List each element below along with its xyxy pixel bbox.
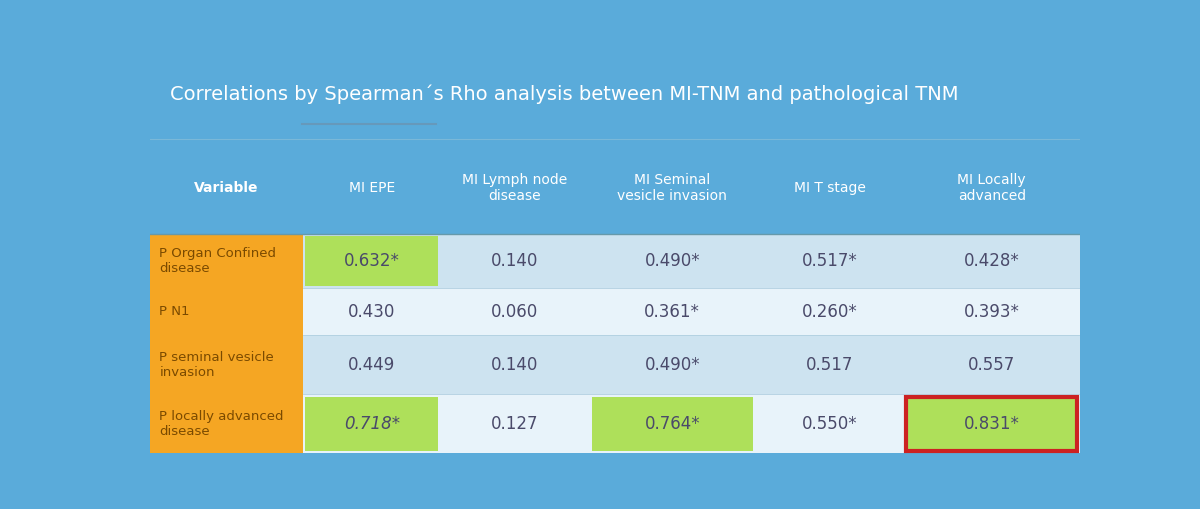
Text: 0.140: 0.140 xyxy=(491,252,539,270)
Text: 0.550*: 0.550* xyxy=(802,415,858,433)
Text: 0.449: 0.449 xyxy=(348,356,395,374)
Text: 0.764*: 0.764* xyxy=(644,415,700,433)
Text: 0.831*: 0.831* xyxy=(964,415,1020,433)
Bar xyxy=(302,335,1080,394)
Text: 0.428*: 0.428* xyxy=(964,252,1020,270)
Text: 0.718*: 0.718* xyxy=(343,415,400,433)
Bar xyxy=(150,234,302,453)
Text: 0.490*: 0.490* xyxy=(644,252,700,270)
Bar xyxy=(306,236,438,286)
Bar xyxy=(302,234,1080,289)
Text: 0.127: 0.127 xyxy=(491,415,539,433)
Text: 0.361*: 0.361* xyxy=(644,303,700,321)
Text: 0.557: 0.557 xyxy=(968,356,1015,374)
Bar xyxy=(306,397,438,450)
Text: P N1: P N1 xyxy=(160,305,190,319)
Text: MI Locally
advanced: MI Locally advanced xyxy=(958,173,1026,204)
Text: P locally advanced
disease: P locally advanced disease xyxy=(160,410,284,438)
Text: P Organ Confined
disease: P Organ Confined disease xyxy=(160,247,276,275)
Text: Correlations by Spearman´s Rho analysis between MI-TNM and pathological TNM: Correlations by Spearman´s Rho analysis … xyxy=(170,84,959,104)
Bar xyxy=(906,397,1078,450)
Text: 0.260*: 0.260* xyxy=(802,303,858,321)
Text: 0.517: 0.517 xyxy=(806,356,853,374)
Text: 0.430: 0.430 xyxy=(348,303,396,321)
Text: 0.140: 0.140 xyxy=(491,356,539,374)
Text: 0.393*: 0.393* xyxy=(964,303,1020,321)
Text: P seminal vesicle
invasion: P seminal vesicle invasion xyxy=(160,351,274,379)
Text: 0.060: 0.060 xyxy=(491,303,539,321)
Text: 0.490*: 0.490* xyxy=(644,356,700,374)
Text: MI Seminal
vesicle invasion: MI Seminal vesicle invasion xyxy=(617,173,727,204)
Text: Variable: Variable xyxy=(194,181,258,195)
Bar xyxy=(150,61,1080,139)
Bar xyxy=(150,139,1080,234)
Text: MI Lymph node
disease: MI Lymph node disease xyxy=(462,173,568,204)
Bar xyxy=(906,397,1078,450)
Text: 0.632*: 0.632* xyxy=(344,252,400,270)
Text: MI EPE: MI EPE xyxy=(349,181,395,195)
Bar xyxy=(302,289,1080,335)
Bar xyxy=(592,397,752,450)
Bar xyxy=(302,394,1080,453)
Text: 0.517*: 0.517* xyxy=(802,252,858,270)
Text: MI T stage: MI T stage xyxy=(793,181,865,195)
